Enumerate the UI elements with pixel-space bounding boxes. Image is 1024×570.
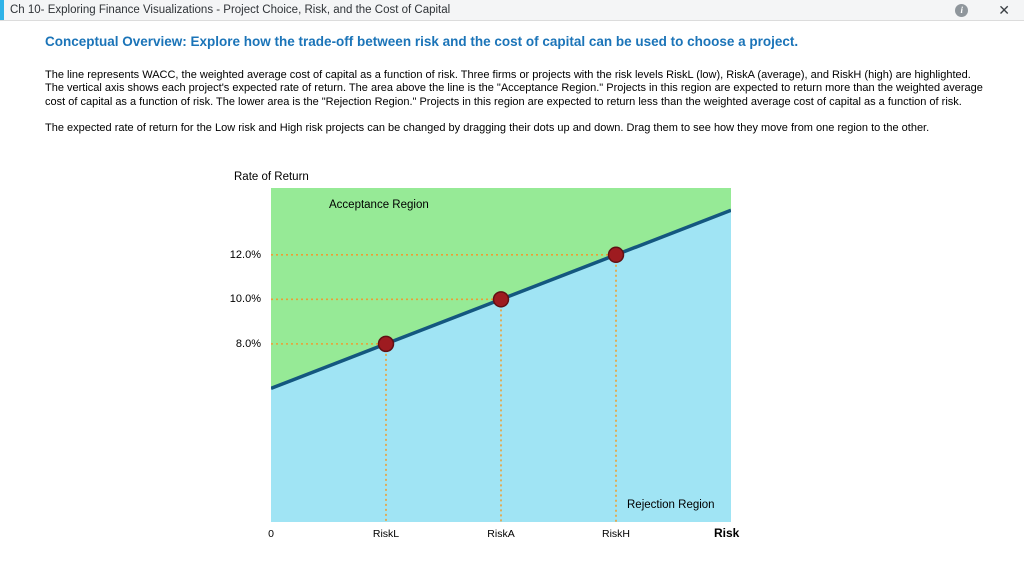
dot-RiskL[interactable] (377, 335, 395, 353)
y-axis-title: Rate of Return (234, 171, 309, 183)
rejection-region-label: Rejection Region (627, 499, 715, 511)
close-icon[interactable]: ✕ (998, 2, 1010, 18)
plot-area (271, 188, 731, 522)
page-title: Conceptual Overview: Explore how the tra… (45, 34, 799, 49)
y-tick-8.0%: 8.0% (235, 337, 261, 350)
window-title: Ch 10- Exploring Finance Visualizations … (10, 4, 451, 16)
instruction-paragraph: The expected rate of return for the Low … (45, 122, 930, 135)
info-icon[interactable]: i (955, 3, 969, 17)
dot-RiskA[interactable] (492, 291, 510, 308)
titlebar-actions: i ✕ (955, 3, 1024, 17)
x-tick-RiskH: RiskH (602, 528, 630, 540)
acceptance-region-label: Acceptance Region (329, 199, 429, 211)
x-axis-title: Risk (714, 526, 740, 540)
wacc-chart: Rate of Return 8.0% 10.0% 12.0% Acceptance… (230, 171, 740, 540)
x-axis-ticks: 0 RiskL RiskA RiskH (268, 528, 731, 542)
dot-RiskH[interactable] (607, 246, 625, 264)
y-tick-10.0%: 10.0% (229, 293, 261, 306)
x-tick-RiskL: RiskL (372, 528, 400, 540)
x-tick-RiskA: RiskA (487, 528, 515, 540)
titlebar: Ch 10- Exploring Finance Visualizations … (0, 0, 1024, 21)
titlebar-accent (0, 0, 4, 20)
y-axis-ticks: 8.0% 10.0% 12.0% (221, 188, 265, 522)
y-tick-12.0%: 12.0% (229, 248, 261, 261)
x-tick-0: 0 (268, 528, 274, 540)
content-area: Conceptual Overview: Explore how the tra… (0, 21, 1024, 136)
description-paragraph: The line represents WACC, the weighted a… (45, 69, 983, 108)
